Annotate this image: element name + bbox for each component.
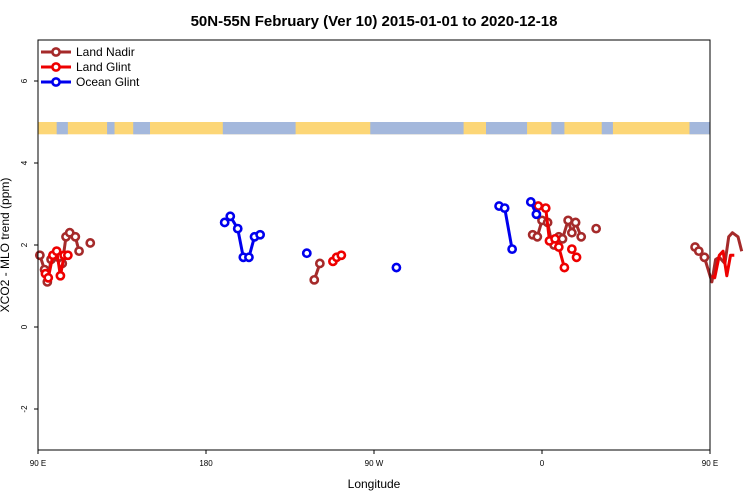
data-point [591,223,602,234]
series-land-glint [40,201,735,283]
data-point [550,233,560,244]
legend-swatch-marker [51,47,61,57]
ocean-band [56,122,68,135]
data-point [74,246,84,257]
data-point [309,274,320,285]
series-layer [34,197,744,287]
data-point [70,231,81,242]
data-point [540,203,551,213]
ocean-band [370,122,464,135]
legend-item: Land Nadir [41,45,135,59]
data-point [571,252,582,263]
data-point [507,244,518,254]
ocean-band [107,122,115,135]
y-axis: -2 0 2 4 6 [20,78,38,413]
data-point [232,223,243,234]
x-tick-label: 0 [540,459,545,468]
data-point [563,215,574,226]
series-line [711,249,735,280]
y-tick-label: 6 [20,78,29,83]
legend-label: Land Glint [76,60,131,74]
data-point [391,262,402,273]
data-point [219,217,230,228]
data-point [532,231,543,242]
data-point [559,262,570,273]
data-point [43,272,54,283]
data-point [566,227,577,238]
data-point [301,248,312,259]
legend-swatch-marker [51,77,61,87]
data-point [531,209,542,220]
legend-label: Ocean Glint [76,75,140,89]
y-tick-label: -2 [20,405,29,413]
series-ocean-glint [219,197,542,273]
data-point [255,229,266,240]
data-point [525,197,536,207]
legend-item: Land Glint [41,60,131,74]
data-point [499,203,510,213]
data-point [557,233,568,244]
x-tick-label: 90 W [365,459,384,468]
data-point [85,238,96,248]
chart-title: 50N-55N February (Ver 10) 2015-01-01 to … [191,13,558,30]
data-point [336,250,347,261]
legend-label: Land Nadir [76,45,135,59]
y-axis-label: XCO2 - MLO trend (ppm) [0,178,12,313]
ocean-band [689,122,710,135]
ocean-band [601,122,613,135]
legend-swatch-marker [51,62,61,72]
data-point [553,242,564,252]
data-point [314,258,325,269]
land-ocean-strip [38,122,710,135]
data-point [533,201,544,211]
x-axis: 90 E 180 90 W 0 90 E [30,450,718,468]
x-tick-label: 90 E [30,459,46,468]
data-point [55,270,66,281]
ocean-band [133,122,150,135]
y-tick-label: 2 [20,242,29,247]
data-point [244,252,254,263]
data-point [34,250,45,261]
data-point [62,250,73,261]
data-point [699,252,710,263]
data-point [566,244,577,254]
data-point [570,217,581,228]
y-tick-label: 0 [20,324,29,329]
ocean-band [486,122,528,135]
legend-item: Ocean Glint [41,75,140,89]
x-tick-label: 90 E [702,459,718,468]
data-point [51,246,62,257]
x-tick-label: 180 [199,459,213,468]
data-point [576,231,587,242]
plot-frame [37,39,711,451]
series-land-nadir [34,215,744,287]
ocean-band [222,122,296,135]
data-point [225,211,236,222]
data-point [693,246,704,257]
ocean-band [551,122,565,135]
x-axis-label: Longitude [348,477,401,491]
y-tick-label: 4 [20,160,29,165]
